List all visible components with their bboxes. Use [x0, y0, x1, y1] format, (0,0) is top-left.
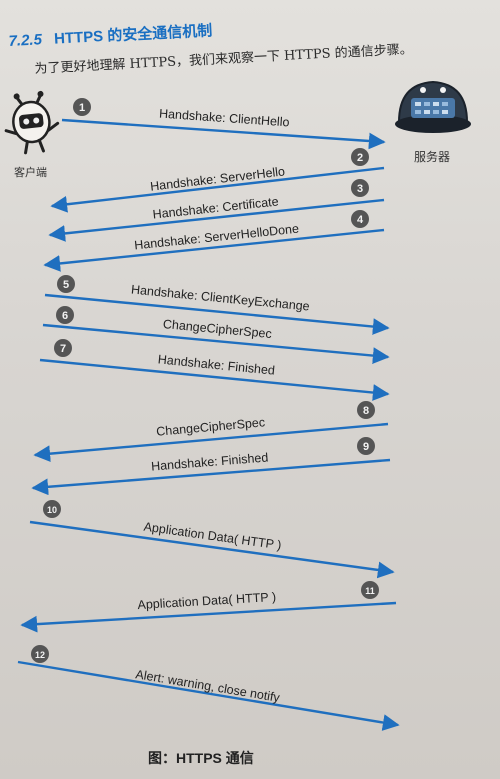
step-11: 11 Application Data( HTTP )	[20, 581, 397, 633]
step-badge-10	[43, 500, 61, 518]
step-number-2: 2	[357, 152, 363, 164]
step-arrow-8	[33, 422, 389, 463]
step-badge-1	[73, 98, 91, 116]
step-badge-5	[57, 275, 75, 293]
step-label-11: Application Data( HTTP )	[137, 590, 276, 612]
step-badge-3	[351, 179, 369, 197]
step-badge-12	[31, 645, 49, 663]
step-badge-8	[357, 401, 375, 419]
figure-caption: 图：HTTPS 通信	[148, 750, 254, 766]
step-number-8: 8	[363, 405, 369, 417]
step-number-6: 6	[62, 310, 68, 322]
step-number-11: 11	[365, 586, 375, 596]
step-badge-6	[56, 306, 74, 324]
step-arrow-11	[20, 601, 397, 633]
step-label-1: Handshake: ClientHello	[159, 107, 290, 130]
step-5: 5 Handshake: ClientKeyExchange	[44, 275, 390, 335]
step-label-5: Handshake: ClientKeyExchange	[130, 282, 310, 313]
client-label: 客户端	[14, 167, 47, 179]
step-number-4: 4	[357, 214, 364, 226]
client-robot-icon	[4, 90, 60, 155]
step-label-2: Handshake: ServerHello	[149, 164, 285, 193]
step-badge-7	[54, 339, 72, 357]
step-number-1: 1	[79, 102, 85, 114]
step-arrow-1	[61, 118, 386, 150]
step-arrow-12	[17, 660, 400, 731]
step-arrow-7	[39, 358, 390, 401]
step-badge-9	[357, 437, 375, 455]
server-machine-icon	[395, 80, 471, 133]
step-arrow-4	[43, 228, 385, 272]
step-number-9: 9	[363, 441, 369, 453]
step-number-3: 3	[357, 183, 363, 195]
server-label: 服务器	[414, 150, 451, 164]
step-number-5: 5	[63, 279, 69, 291]
step-number-7: 7	[60, 343, 66, 355]
step-badge-4	[351, 210, 369, 228]
step-arrow-6	[42, 323, 390, 364]
step-badge-11	[361, 581, 379, 599]
step-arrow-2	[50, 166, 385, 213]
step-arrow-10	[29, 520, 395, 579]
step-number-10: 10	[47, 505, 57, 515]
step-arrow-9	[31, 458, 391, 496]
step-1: 1 Handshake: ClientHello	[61, 98, 386, 150]
step-2: 2 Handshake: ServerHello	[50, 148, 385, 213]
step-badge-2	[351, 148, 369, 166]
step-arrow-5	[44, 293, 390, 335]
step-number-12: 12	[35, 650, 45, 660]
step-arrow-3	[48, 198, 385, 242]
